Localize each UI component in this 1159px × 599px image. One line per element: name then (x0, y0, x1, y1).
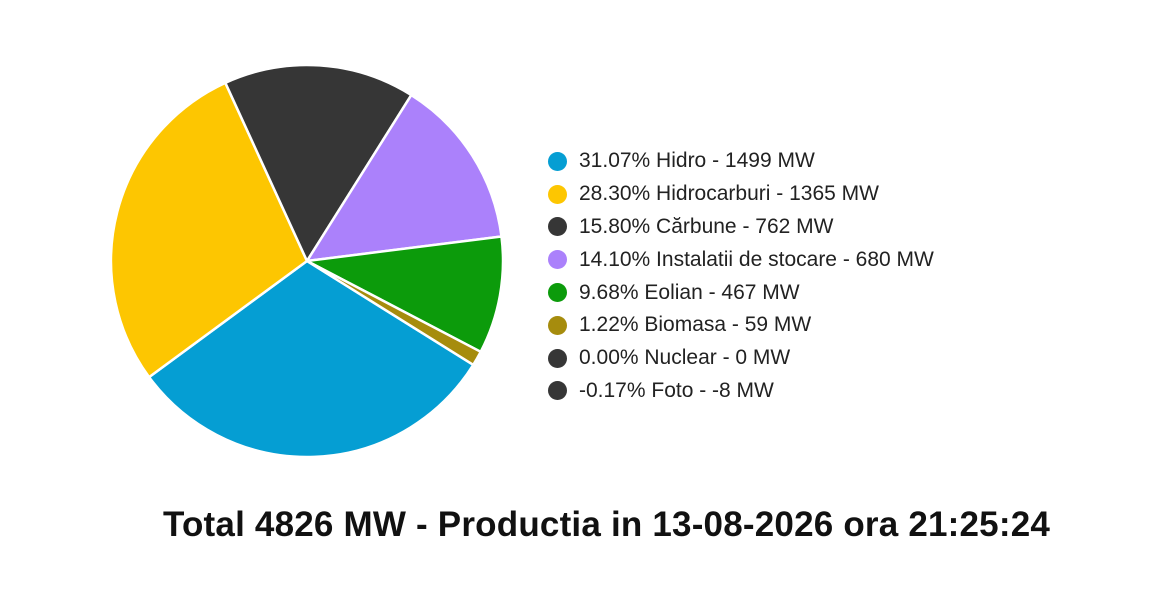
legend-marker-hidrocarburi (548, 184, 567, 204)
pie-slice-carbune (224, 63, 413, 263)
legend-label-carbune: 15.80% Cărbune - 762 MW (579, 214, 834, 238)
legend-label-foto: -0.17% Foto - -8 MW (579, 378, 774, 402)
legend-marker-eolian (548, 283, 567, 303)
legend-label-hidro: 31.07% Hidro - 1499 MW (579, 149, 815, 173)
legend-marker-instalatii-de-stocare (548, 250, 567, 270)
legend-marker-nuclear (548, 348, 567, 368)
pie-slice-biomasa (305, 259, 482, 367)
pie-slice-hidro (147, 259, 475, 459)
legend: 31.07% Hidro - 1499 MW 28.30% Hidrocarbur… (548, 145, 934, 407)
legend-item-hidro: 31.07% Hidro - 1499 MW (548, 145, 934, 178)
legend-item-instalatii-de-stocare: 14.10% Instalatii de stocare - 680 MW (548, 243, 934, 276)
pie-slice-instalatii-de-stocare (305, 93, 503, 263)
legend-marker-foto (548, 381, 567, 401)
legend-label-nuclear: 0.00% Nuclear - 0 MW (579, 346, 791, 370)
legend-label-eolian: 9.68% Eolian - 467 MW (579, 280, 800, 304)
legend-item-carbune: 15.80% Cărbune - 762 MW (548, 211, 934, 244)
legend-item-eolian: 9.68% Eolian - 467 MW (548, 276, 934, 309)
total-production-caption: Total 4826 MW - Productia in 13-08-2026 … (163, 505, 1051, 544)
legend-label-instalatii-de-stocare: 14.10% Instalatii de stocare - 680 MW (579, 247, 934, 271)
legend-marker-hidro (548, 151, 567, 171)
legend-item-nuclear: 0.00% Nuclear - 0 MW (548, 342, 934, 375)
legend-item-foto: -0.17% Foto - -8 MW (548, 375, 934, 408)
pie-slice-eolian (305, 235, 505, 354)
legend-marker-biomasa (548, 315, 567, 335)
legend-marker-carbune (548, 217, 567, 237)
legend-item-biomasa: 1.22% Biomasa - 59 MW (548, 309, 934, 342)
legend-label-biomasa: 1.22% Biomasa - 59 MW (579, 313, 812, 337)
legend-label-hidrocarburi: 28.30% Hidrocarburi - 1365 MW (579, 182, 879, 206)
legend-item-hidrocarburi: 28.30% Hidrocarburi - 1365 MW (548, 178, 934, 211)
